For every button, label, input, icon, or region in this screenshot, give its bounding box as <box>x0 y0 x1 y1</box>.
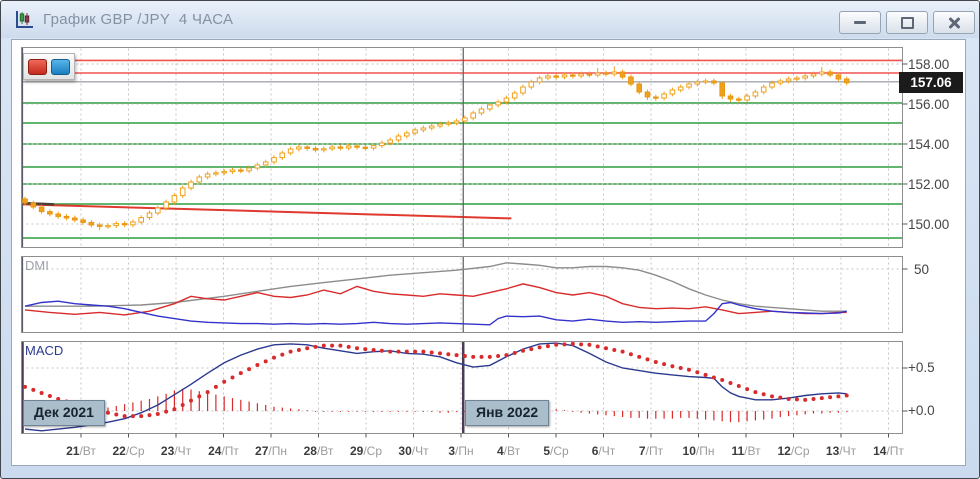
time-axis-label: 27/Пн <box>255 444 287 458</box>
macd-plot[interactable] <box>22 342 902 433</box>
time-axis-label: 12/Ср <box>777 444 810 458</box>
candlestick-chart-icon <box>16 10 33 28</box>
time-axis-label: 7/Пт <box>638 444 664 458</box>
price-axis-label: 150.00 <box>908 217 950 232</box>
time-axis-label: 14/Пт <box>873 444 904 458</box>
time-axis-label: 23/Чт <box>160 444 192 458</box>
minimize-icon <box>854 21 866 24</box>
month-label-dec-2021: Дек 2021 <box>23 400 105 426</box>
dmi-panel-label: DMI <box>25 258 49 273</box>
time-axis-label: 21/Вт <box>66 444 96 458</box>
macd-panel-label: MACD <box>25 343 64 358</box>
time-axis-label: 22/Ср <box>112 444 145 458</box>
dmi-plot[interactable] <box>22 257 902 332</box>
time-axis-label: 10/Пн <box>682 444 715 458</box>
time-axis-label: 24/Пт <box>208 444 239 458</box>
chart-toolbar <box>23 53 75 80</box>
macd-axis-label-05: +0.5 <box>908 360 935 375</box>
time-axis-label: 3/Пн <box>448 444 474 458</box>
price-axis-label: 152.00 <box>908 177 950 192</box>
dmi-axis-label: 50 <box>914 262 930 277</box>
time-axis-label: 6/Чт <box>591 444 616 458</box>
close-icon <box>947 17 961 29</box>
time-axis-label: 13/Чт <box>825 444 857 458</box>
main-chart-plot[interactable] <box>22 48 902 247</box>
price-axis-label: 154.00 <box>908 137 950 152</box>
minimize-button[interactable] <box>839 11 881 34</box>
current-price-badge: 157.06 <box>899 72 963 93</box>
time-axis-label: 30/Чт <box>398 444 429 458</box>
red-marker-button[interactable] <box>28 58 47 75</box>
maximize-button[interactable] <box>886 11 928 34</box>
price-axis-label: 156.00 <box>908 97 950 112</box>
time-axis-label: 11/Вт <box>731 444 761 458</box>
month-label-jan-2022: Янв 2022 <box>465 400 550 426</box>
blue-marker-button[interactable] <box>51 58 70 75</box>
time-axis-label: 28/Вт <box>303 444 334 458</box>
close-button[interactable] <box>933 11 975 34</box>
time-axis-label: 5/Ср <box>543 444 569 458</box>
time-axis-label: 29/Ср <box>349 444 383 458</box>
maximize-icon <box>900 16 914 29</box>
window-titlebar[interactable]: График GBP /JPY 4 ЧАСА <box>1 1 979 38</box>
time-axis-label: 4/Вт <box>496 444 521 458</box>
window-controls <box>839 11 975 34</box>
window-title: График GBP /JPY 4 ЧАСА <box>43 11 234 28</box>
macd-axis-label-00: +0.0 <box>908 403 935 418</box>
price-axis-label: 158.00 <box>908 57 950 72</box>
